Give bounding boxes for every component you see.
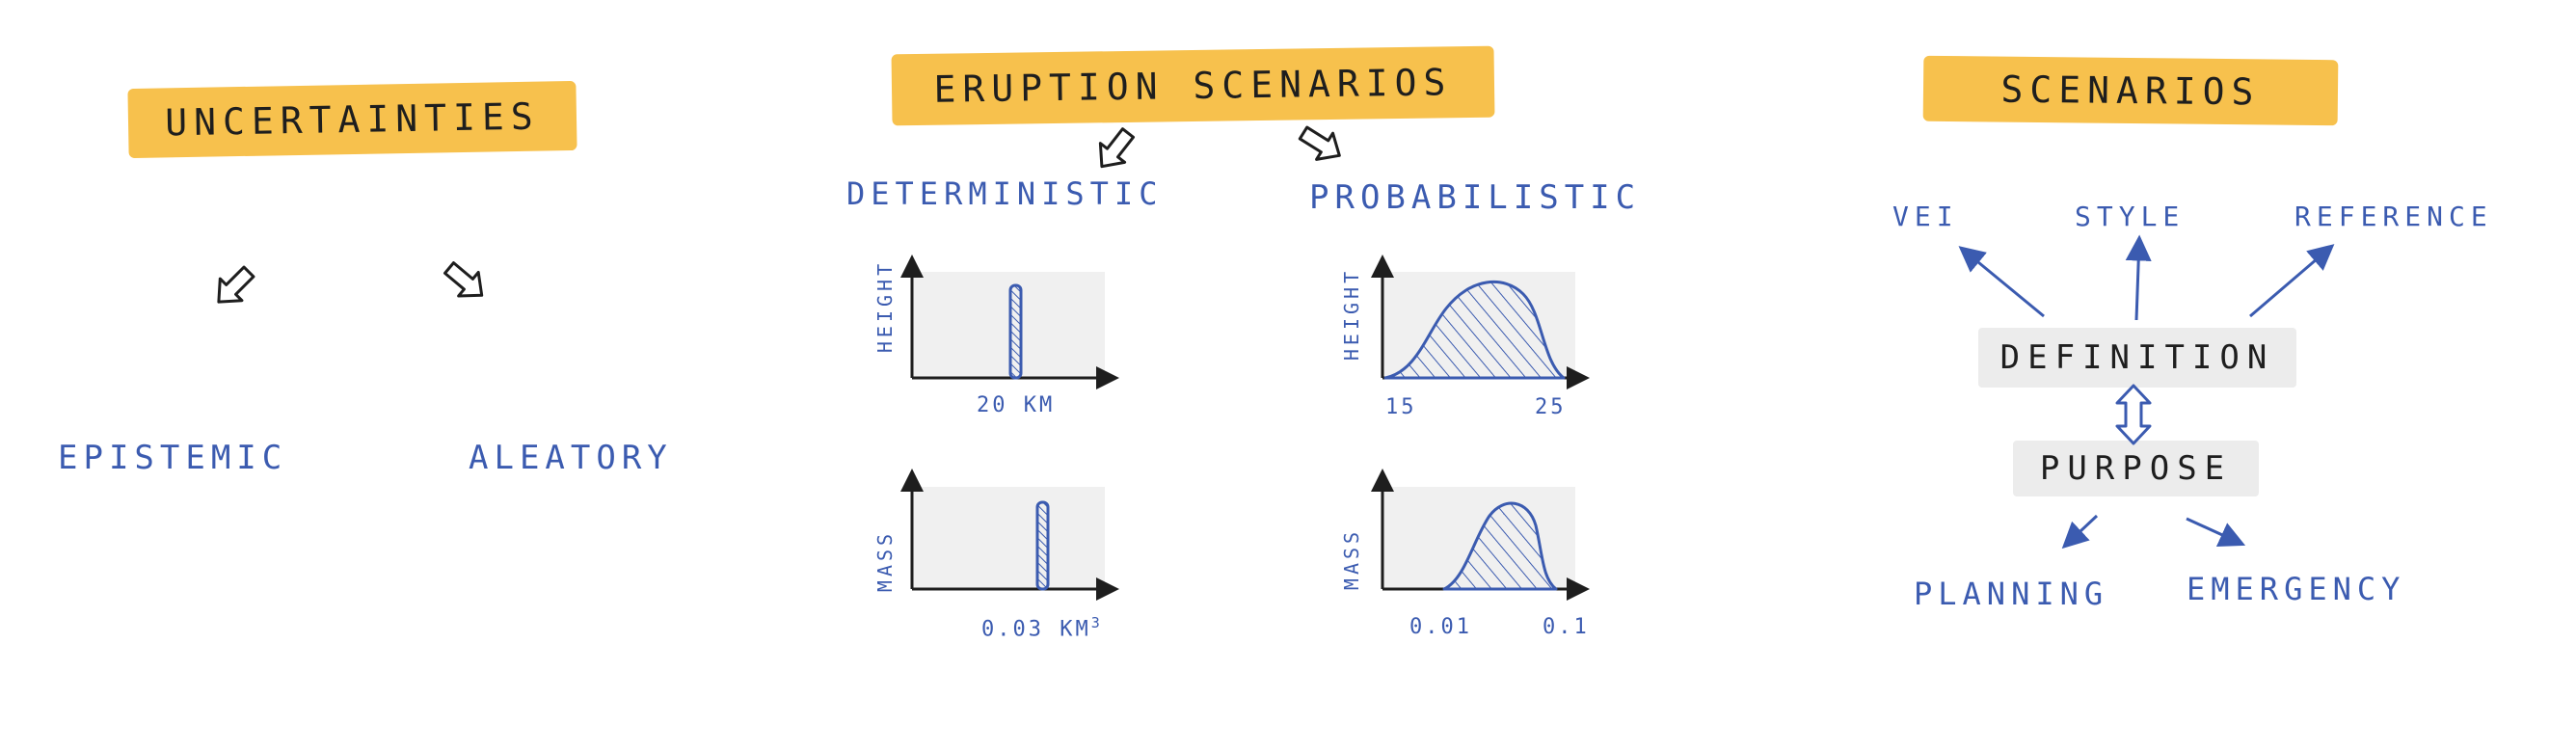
prob-height-curve (1383, 281, 1566, 380)
det-mass-tick: 0.03 KM3 (981, 614, 1103, 641)
arrow-to-emergency (2186, 517, 2246, 547)
double-arrow-definition-purpose (2115, 384, 2152, 445)
outline-arrow-deterministic (1098, 127, 1136, 169)
prob-height-tick-low: 15 (1385, 395, 1417, 419)
prob-mass-curve (1442, 501, 1558, 591)
prob-height-chart (1371, 255, 1590, 389)
style-label: STYLE (2075, 201, 2186, 232)
outline-arrow-down-right (443, 261, 484, 298)
det-height-panel (912, 272, 1105, 378)
prob-mass-chart (1371, 469, 1590, 601)
outline-arrow-probabilistic (1298, 125, 1341, 161)
arrow-to-style (2125, 234, 2152, 321)
arrow-to-reference (2249, 244, 2335, 318)
aleatory-label: ALEATORY (469, 439, 673, 477)
det-height-tick: 20 KM (977, 393, 1056, 417)
prob-mass-tick-low: 0.01 (1409, 615, 1472, 639)
prob-mass-tick-high: 0.1 (1543, 615, 1590, 639)
det-mass-tick-text: 0.03 KM (981, 617, 1091, 642)
det-mass-chart (900, 469, 1119, 601)
det-mass-tick-sup: 3 (1090, 614, 1103, 631)
det-mass-bar (1035, 500, 1050, 591)
planning-label: PLANNING (1914, 576, 2109, 612)
det-height-bar (1008, 283, 1023, 380)
det-mass-panel (912, 487, 1105, 589)
purpose-box: PURPOSE (2013, 441, 2259, 496)
arrow-to-planning (2061, 514, 2099, 550)
prob-height-tick-high: 25 (1535, 395, 1567, 419)
probabilistic-label: PROBABILISTIC (1309, 178, 1642, 217)
deterministic-label: DETERMINISTIC (846, 175, 1164, 212)
det-height-chart (900, 255, 1119, 389)
definition-box: DEFINITION (1978, 328, 2296, 388)
outline-arrow-down-left (217, 265, 255, 304)
arrow-to-vei (1958, 246, 2045, 318)
emergency-label: EMERGENCY (2187, 571, 2406, 607)
epistemic-label: EPISTEMIC (58, 439, 288, 477)
reference-label: REFERENCE (2294, 201, 2493, 232)
vei-label: VEI (1892, 201, 1959, 232)
